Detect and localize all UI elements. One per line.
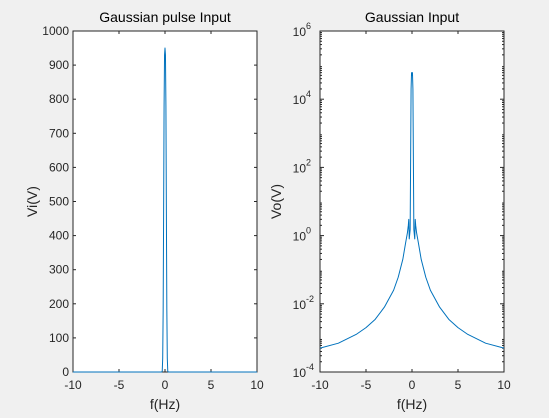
chart-1-ytick-label: 1000 [42, 24, 69, 38]
chart-2-ylabel: Vo(V) [268, 184, 284, 219]
chart-1-ytick-label: 700 [49, 126, 69, 140]
chart-1-ytick-label: 600 [49, 160, 69, 174]
chart-2-xlabel: f(Hz) [397, 396, 427, 412]
chart-1-ytick-label: 300 [49, 263, 69, 277]
chart-2-ytick-label: 10 [293, 93, 307, 107]
chart-1: -10 -5 0 5 100100200300400500600700800900100… [24, 9, 264, 412]
chart-2-ytick-base: 10 [293, 230, 307, 244]
chart-2-xtick-label: 5 [455, 378, 462, 392]
chart-1-title: Gaussian pulse Input [99, 9, 231, 25]
chart-2-xtick-label: -10 [311, 378, 329, 392]
chart-2-plot-area [319, 30, 505, 373]
chart-2-ytick-exponent: -2 [306, 294, 314, 304]
chart-2-ytick-label: 10 [293, 230, 307, 244]
chart-1-plot-area [72, 30, 258, 373]
chart-2-ytick-exponent: 2 [306, 157, 311, 167]
chart-2-ytick-label: 10 [293, 161, 307, 175]
chart-2-ytick-exponent: 4 [306, 89, 311, 99]
chart-1-xtick-label: 0 [162, 378, 169, 392]
chart-1-ytick-label: 0 [62, 365, 69, 379]
chart-2-ytick-exponent: 0 [306, 226, 311, 236]
chart-1-xtick-label: -5 [114, 378, 125, 392]
chart-2-ytick-base: 10 [293, 161, 307, 175]
chart-2-title: Gaussian Input [365, 9, 459, 25]
chart-1-series-line [73, 47, 257, 373]
chart-2-ytick-base: 10 [293, 298, 307, 312]
chart-1-xtick-label: 5 [208, 378, 215, 392]
chart-2-xtick-label: 0 [409, 378, 416, 392]
chart-1-ytick-label: 200 [49, 297, 69, 311]
chart-2-ytick-base: 10 [293, 93, 307, 107]
chart-1-ytick-label: 100 [49, 331, 69, 345]
chart-2-series-line [319, 72, 505, 349]
chart-2-ytick-label: 10 [293, 25, 307, 39]
chart-1-ytick-label: 800 [49, 92, 69, 106]
chart-2-ytick-label: 10 [293, 366, 307, 380]
chart-1-xlabel: f(Hz) [150, 396, 180, 412]
chart-1-xtick-label: -10 [64, 378, 82, 392]
chart-2-ytick-label: 10 [293, 298, 307, 312]
chart-1-ylabel: Vi(V) [24, 186, 40, 217]
chart-2-ytick-exponent: -4 [306, 362, 314, 372]
chart-1-ytick-label: 400 [49, 229, 69, 243]
chart-1-ytick-label: 500 [49, 195, 69, 209]
chart-2-ytick-exponent: 6 [306, 21, 311, 31]
chart-2-xtick-label: -5 [361, 378, 372, 392]
chart-2-ytick-base: 10 [293, 366, 307, 380]
chart-1-ytick-label: 900 [49, 58, 69, 72]
chart-2-xtick-label: 10 [497, 378, 511, 392]
chart-2-ytick-base: 10 [293, 25, 307, 39]
chart-1-xtick-label: 10 [250, 378, 264, 392]
